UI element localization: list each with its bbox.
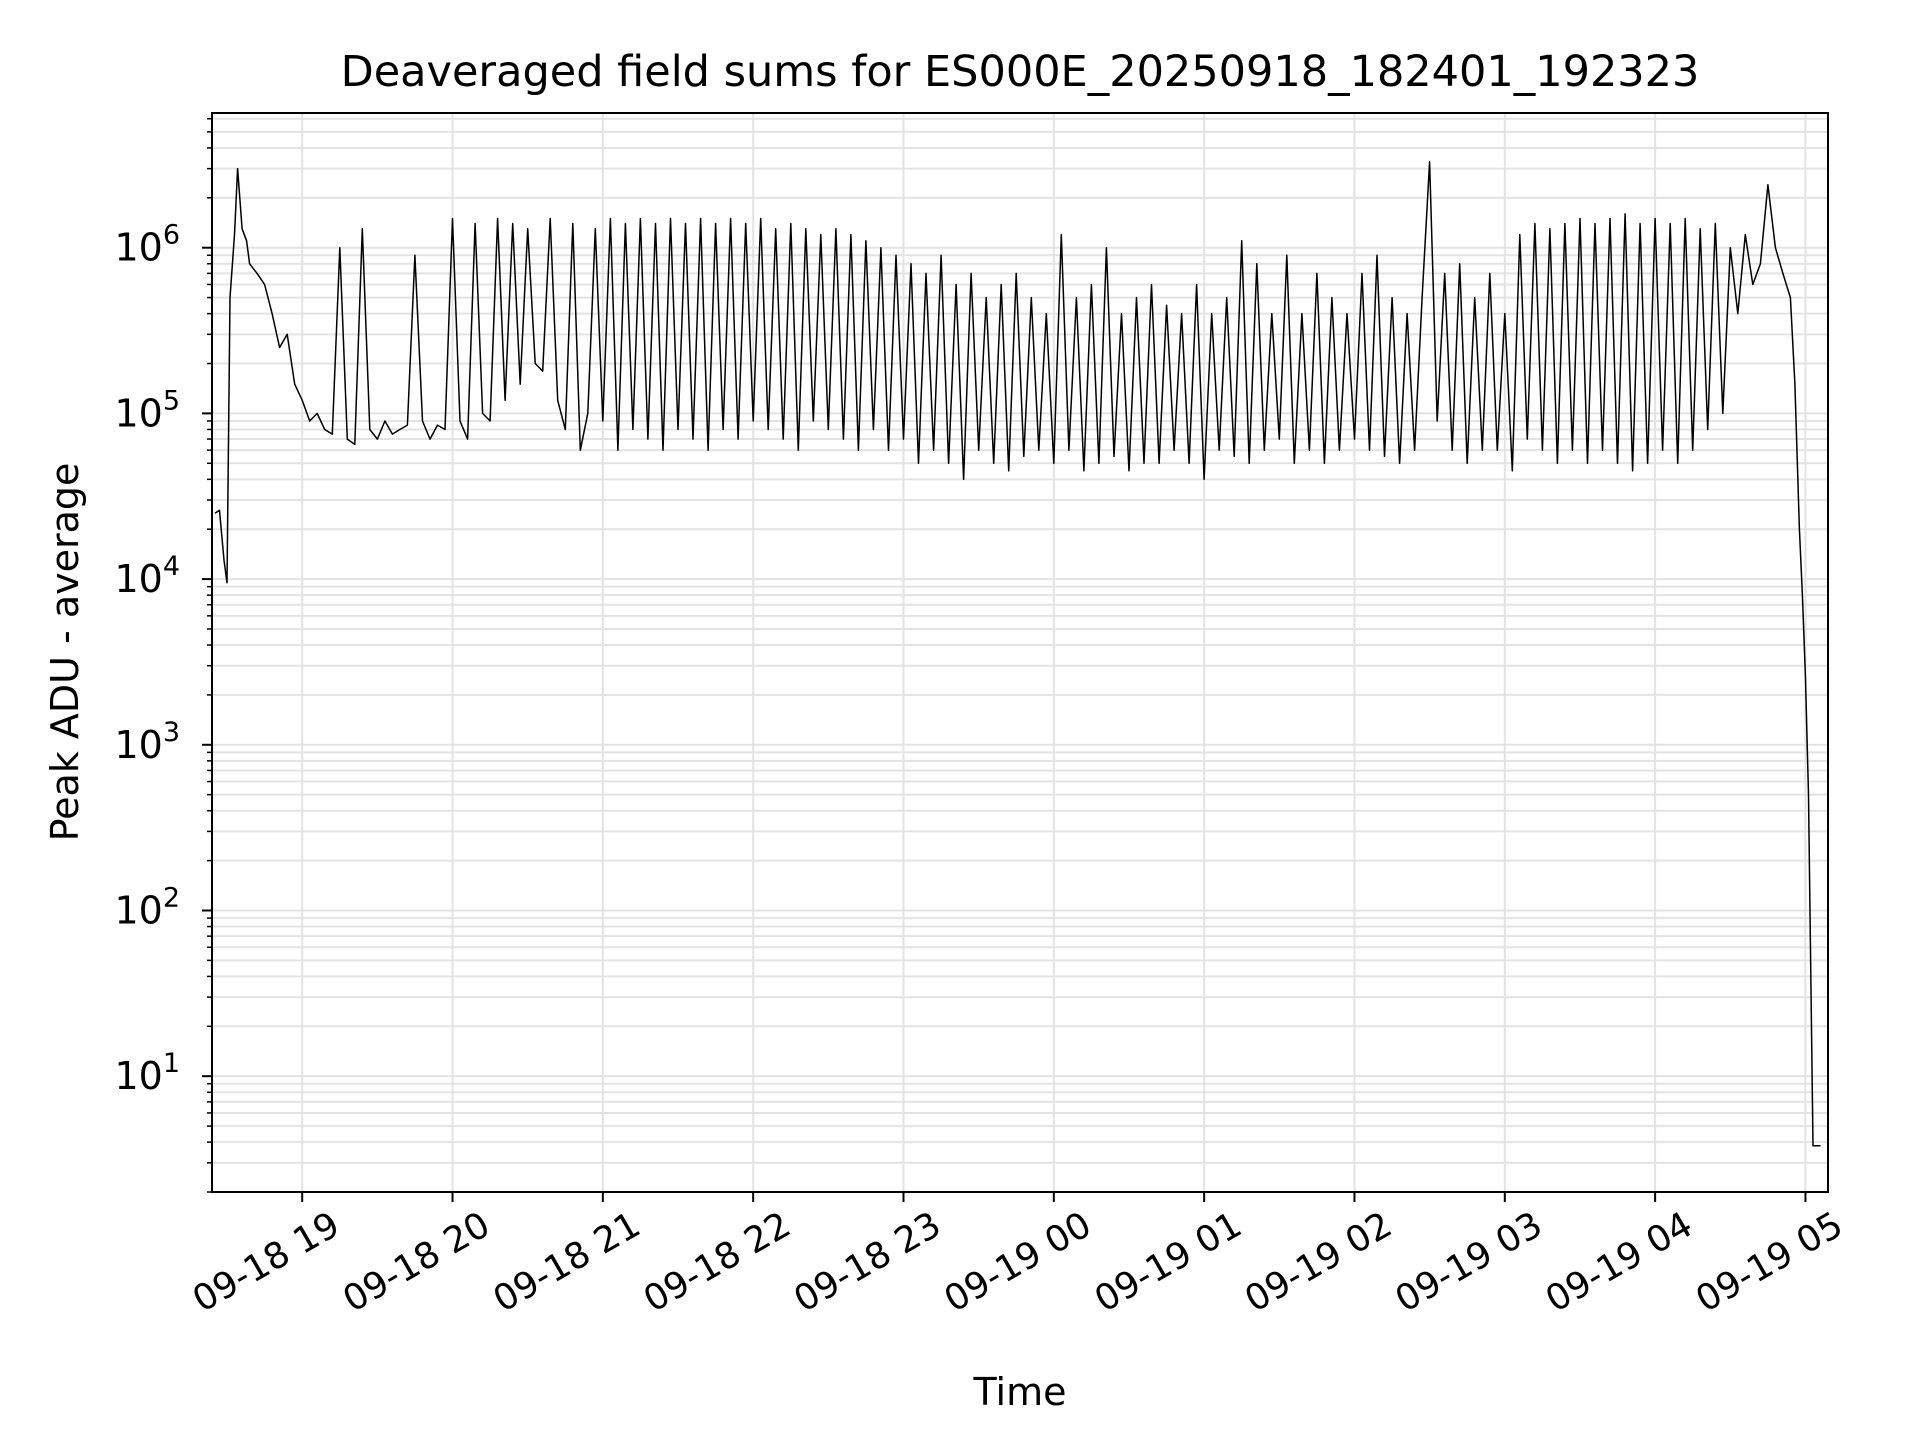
x-axis-label: Time	[973, 1370, 1067, 1414]
y-tick-label: 103	[114, 717, 180, 767]
series-line	[214, 161, 1821, 1147]
y-axis: 101 102 103 104 105 106	[114, 118, 212, 1193]
y-tick-label: 105	[114, 385, 180, 435]
y-tick-label: 102	[114, 882, 180, 932]
y-tick-label: 106	[114, 220, 180, 270]
series-layer	[214, 161, 1821, 1147]
major-gridlines	[212, 113, 1828, 1192]
y-tick-label: 104	[114, 551, 180, 601]
y-tick-label: 101	[114, 1048, 180, 1098]
chart-title: Deaveraged field sums for ES000E_2025091…	[341, 47, 1700, 97]
y-axis-label: Peak ADU - average	[43, 463, 87, 842]
plot-frame	[211, 112, 1829, 1193]
